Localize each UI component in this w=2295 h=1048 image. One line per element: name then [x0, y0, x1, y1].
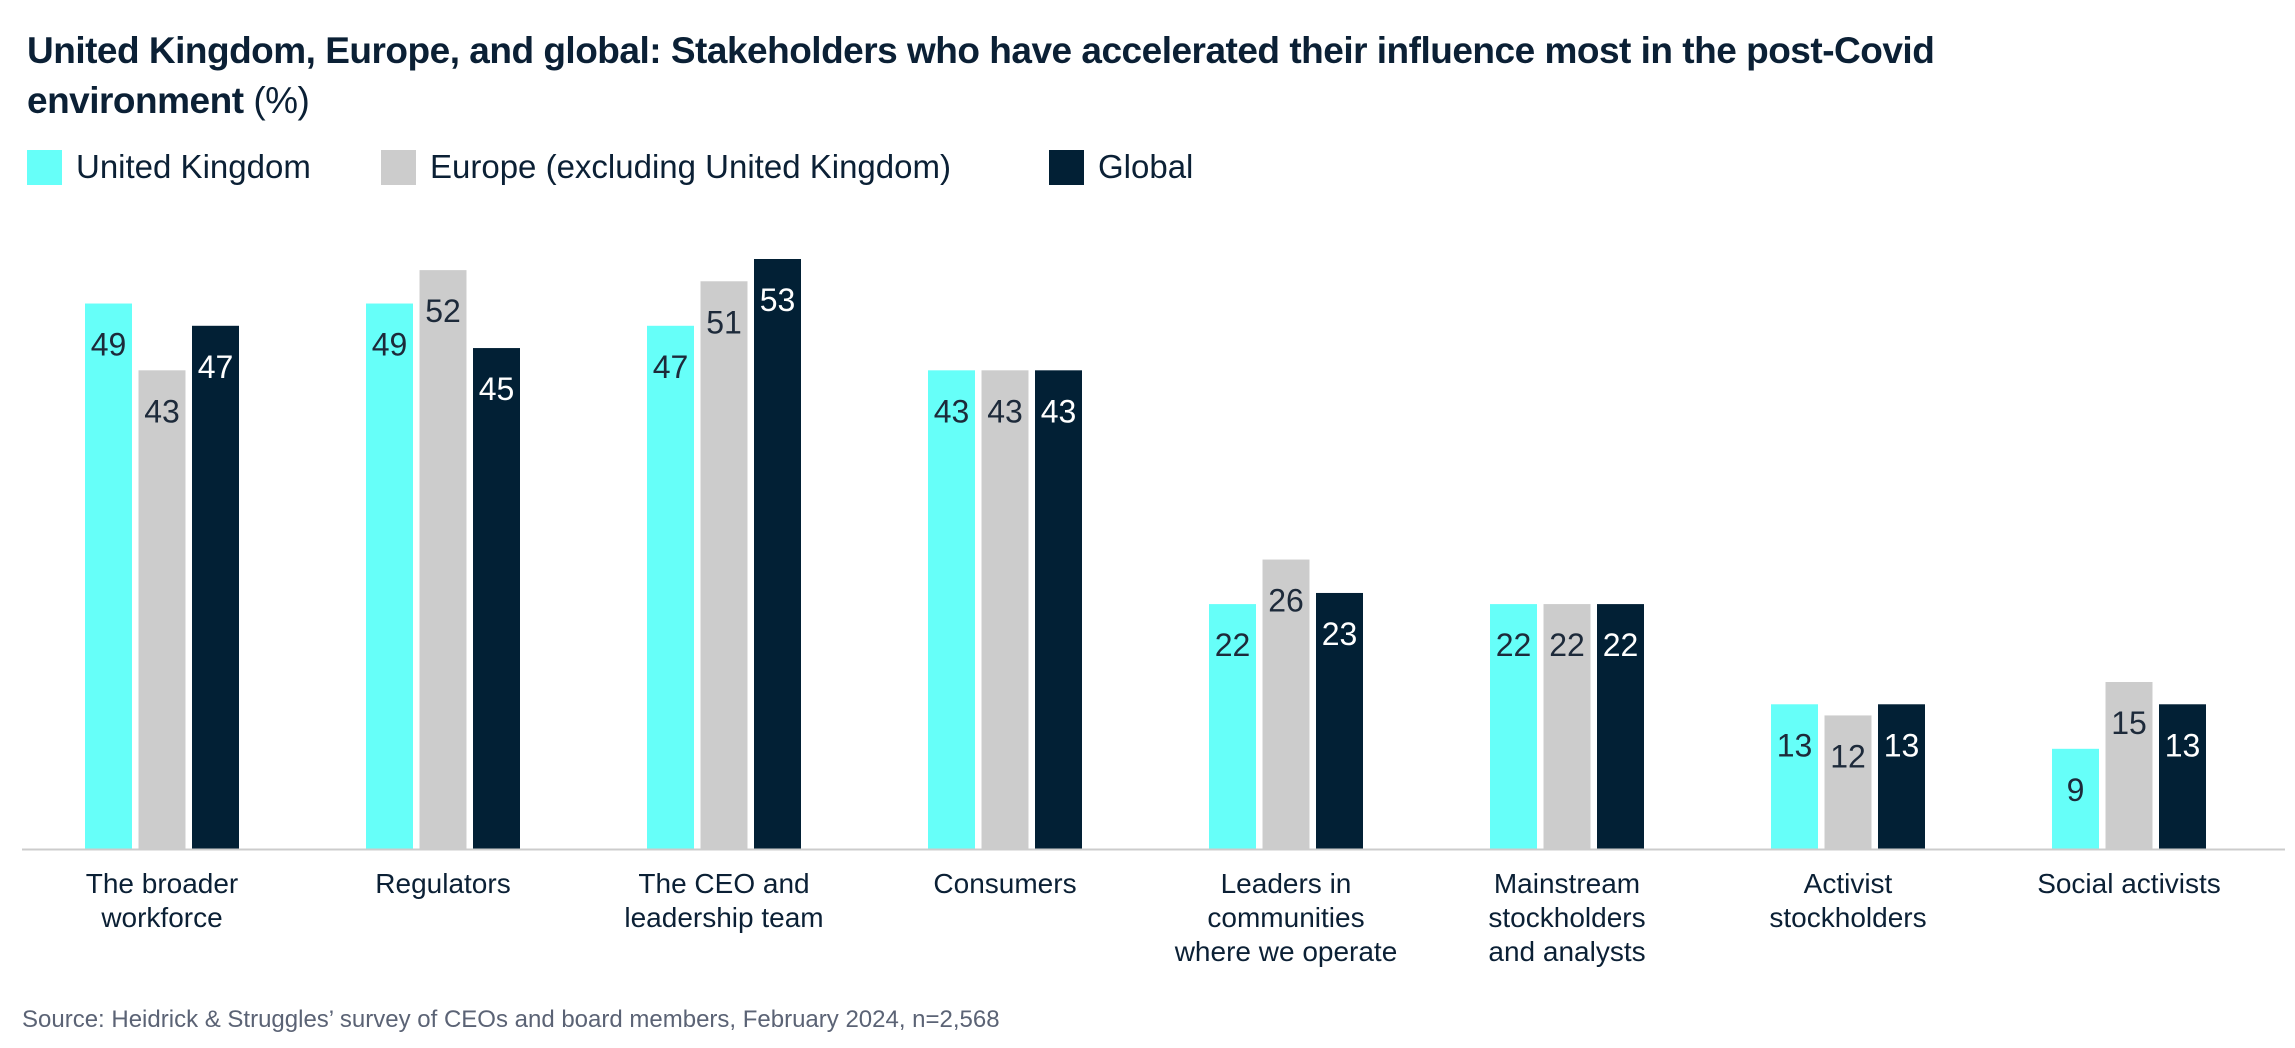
- bar-1-0: [138, 370, 186, 849]
- bar-2-6: [1878, 704, 1925, 849]
- chart-title-unit: (%): [253, 80, 310, 121]
- bar-1-4: [1262, 559, 1310, 849]
- data-label: 49: [372, 327, 408, 363]
- bar-0-7: [2052, 748, 2099, 849]
- bar-1-5: [1543, 604, 1591, 849]
- category-label: and analysts: [1488, 936, 1645, 967]
- data-label: 49: [91, 327, 127, 363]
- category-label: leadership team: [624, 902, 823, 933]
- data-label: 51: [706, 304, 742, 340]
- chart-title-text: United Kingdom, Europe, and global: Stak…: [27, 30, 1935, 121]
- bar-1-6: [1824, 715, 1872, 849]
- legend-item-global: Global: [1049, 148, 1193, 186]
- data-label: 43: [987, 393, 1023, 429]
- category-label: Leaders in: [1221, 868, 1352, 899]
- data-label: 9: [2067, 772, 2085, 808]
- bar-0-2: [647, 325, 694, 849]
- legend-label-europe: Europe (excluding United Kingdom): [430, 148, 951, 185]
- data-label: 52: [425, 293, 461, 329]
- legend-swatch-global: [1049, 149, 1084, 185]
- bar-2-5: [1597, 604, 1644, 849]
- category-label: The CEO and: [638, 868, 809, 899]
- data-label: 22: [1215, 627, 1251, 663]
- data-label: 43: [1041, 393, 1077, 429]
- category-label: The broader: [86, 868, 239, 899]
- bar-1-3: [981, 370, 1029, 849]
- source-note: Source: Heidrick & Struggles’ survey of …: [22, 1006, 1000, 1033]
- category-label: Activist: [1804, 868, 1893, 899]
- data-label: 47: [198, 349, 234, 385]
- bar-1-2: [700, 281, 748, 849]
- data-label: 13: [1884, 727, 1920, 763]
- category-label: where we operate: [1174, 936, 1398, 967]
- data-label: 23: [1322, 616, 1358, 652]
- category-label: Social activists: [2037, 868, 2221, 899]
- data-label: 12: [1830, 738, 1866, 774]
- data-label: 22: [1496, 627, 1532, 663]
- legend-swatch-uk: [27, 149, 62, 185]
- data-label: 45: [479, 371, 515, 407]
- bar-0-1: [366, 303, 413, 849]
- data-label: 43: [144, 393, 180, 429]
- category-label: workforce: [100, 902, 222, 933]
- bar-0-4: [1209, 604, 1256, 849]
- data-label: 13: [1777, 727, 1813, 763]
- bar-0-6: [1771, 704, 1818, 849]
- category-label: Consumers: [933, 868, 1076, 899]
- data-label: 13: [2165, 727, 2201, 763]
- bar-2-2: [754, 259, 801, 849]
- bar-2-7: [2159, 704, 2206, 849]
- data-label: 22: [1549, 627, 1585, 663]
- legend-label-uk: United Kingdom: [76, 148, 311, 185]
- category-label: Mainstream: [1494, 868, 1640, 899]
- bar-2-3: [1035, 370, 1082, 849]
- data-label: 15: [2111, 705, 2147, 741]
- bar-0-5: [1490, 604, 1537, 849]
- data-label: 47: [653, 349, 689, 385]
- data-label: 53: [760, 282, 796, 318]
- category-label: Regulators: [375, 868, 510, 899]
- bar-1-1: [419, 270, 467, 849]
- bar-1-7: [2105, 682, 2153, 849]
- data-label: 26: [1268, 583, 1304, 619]
- category-label: communities: [1207, 902, 1364, 933]
- legend-item-europe: Europe (excluding United Kingdom): [381, 148, 951, 186]
- chart-title: United Kingdom, Europe, and global: Stak…: [27, 26, 2027, 126]
- data-label: 22: [1603, 627, 1639, 663]
- bar-2-0: [192, 325, 239, 849]
- legend-swatch-europe: [381, 149, 416, 185]
- category-label: stockholders: [1769, 902, 1926, 933]
- data-label: 43: [934, 393, 970, 429]
- bar-0-3: [928, 370, 975, 849]
- bar-2-1: [473, 348, 520, 849]
- category-label: stockholders: [1488, 902, 1645, 933]
- legend-item-uk: United Kingdom: [27, 148, 311, 186]
- legend-label-global: Global: [1098, 148, 1194, 185]
- bar-2-4: [1316, 592, 1363, 849]
- bar-0-0: [85, 303, 132, 849]
